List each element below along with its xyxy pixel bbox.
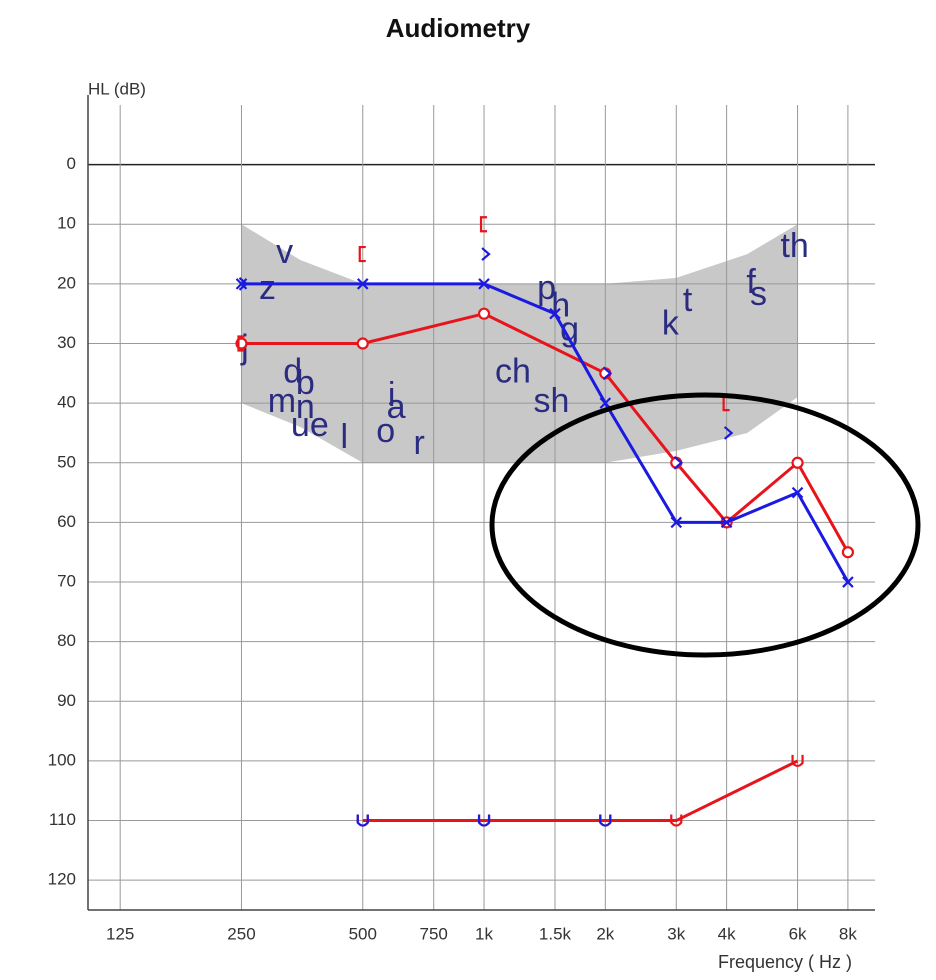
marker-circle: [791, 456, 804, 469]
phoneme: d: [283, 352, 302, 390]
y-tick-label: 80: [57, 631, 76, 650]
y-tick-label: 70: [57, 572, 76, 591]
y-tick-label: 90: [57, 691, 76, 710]
x-tick-label: 125: [106, 924, 134, 943]
x-tick-label: 250: [227, 924, 255, 943]
y-tick-label: 60: [57, 512, 76, 531]
marker-u: [477, 814, 491, 827]
y-tick-label: 110: [49, 810, 76, 829]
x-tick-label: 6k: [789, 924, 807, 943]
marker-u: [791, 754, 804, 768]
phoneme: p: [537, 269, 556, 307]
marker-cross: [235, 278, 248, 290]
series-line: [362, 759, 799, 823]
y-tick-label: 50: [57, 452, 76, 471]
series-line: [241, 312, 850, 553]
marker-cross: [791, 486, 804, 499]
x-tick-label: 2k: [596, 924, 614, 943]
phoneme: a: [387, 388, 406, 426]
phoneme: g: [560, 311, 579, 349]
phoneme: ch: [495, 352, 531, 390]
marker-cross: [356, 278, 369, 290]
y-tick-label: 120: [48, 870, 76, 889]
x-tick-label: 3k: [667, 924, 685, 943]
highlight-ellipse: [489, 392, 921, 658]
y-axis-label: HL (dB): [88, 79, 146, 98]
phoneme: r: [413, 424, 424, 462]
x-axis-label: Frequency ( Hz ): [718, 952, 852, 972]
marker-gt: [481, 247, 491, 261]
chart-title: Audiometry: [386, 13, 531, 43]
phoneme: th: [780, 227, 808, 265]
phoneme: n: [296, 388, 315, 426]
marker-circle: [356, 337, 369, 350]
y-tick-label: 100: [48, 750, 76, 769]
y-tick-label: 10: [57, 214, 76, 233]
marker-gt: [673, 455, 683, 470]
y-tick-label: 20: [57, 273, 76, 292]
marker-circle: [841, 546, 855, 559]
phoneme: sh: [533, 382, 569, 420]
x-tick-label: 1.5k: [539, 924, 572, 943]
marker-u: [599, 814, 612, 827]
phoneme: t: [683, 281, 693, 319]
x-tick-label: 4k: [718, 924, 736, 943]
phoneme: l: [341, 418, 349, 456]
marker-cross: [670, 516, 683, 529]
phoneme: u: [291, 406, 310, 444]
marker-bracket: [358, 245, 366, 263]
marker-cross: [842, 576, 854, 588]
y-tick-label: 0: [67, 154, 76, 173]
phoneme: s: [750, 275, 767, 313]
phoneme: f: [746, 263, 756, 301]
phoneme: b: [296, 364, 315, 402]
data-layer: vzjdbmnueliaorchshphgktfsth: [235, 216, 855, 827]
marker-cross: [720, 516, 733, 529]
y-tick-label: 30: [57, 333, 76, 352]
x-tick-label: 750: [420, 924, 448, 943]
phoneme: z: [259, 269, 276, 307]
x-tick-label: 500: [349, 924, 377, 943]
y-tick-label: 40: [57, 393, 76, 412]
grid-layer: 0 10 20 30 40 50 60 70 80 90 100 110 120 125 250 500 750…: [48, 95, 875, 943]
phoneme: e: [310, 406, 329, 444]
marker-u: [356, 814, 369, 827]
phoneme: m: [268, 382, 296, 420]
marker-u: [670, 814, 683, 827]
x-tick-label: 8k: [839, 924, 857, 943]
marker-gt: [238, 277, 249, 291]
marker-bracket: [479, 216, 488, 233]
marker-bracket: [237, 335, 245, 352]
phoneme: k: [662, 305, 680, 343]
phoneme: o: [376, 412, 395, 450]
marker-cross: [478, 278, 490, 290]
marker-circle: [477, 307, 491, 320]
marker-gt: [723, 426, 734, 440]
marker-gt: [602, 366, 613, 381]
phoneme: i: [388, 376, 396, 414]
phoneme: v: [276, 233, 293, 271]
marker-cross: [549, 307, 561, 320]
x-tick-label: 1k: [475, 924, 493, 943]
